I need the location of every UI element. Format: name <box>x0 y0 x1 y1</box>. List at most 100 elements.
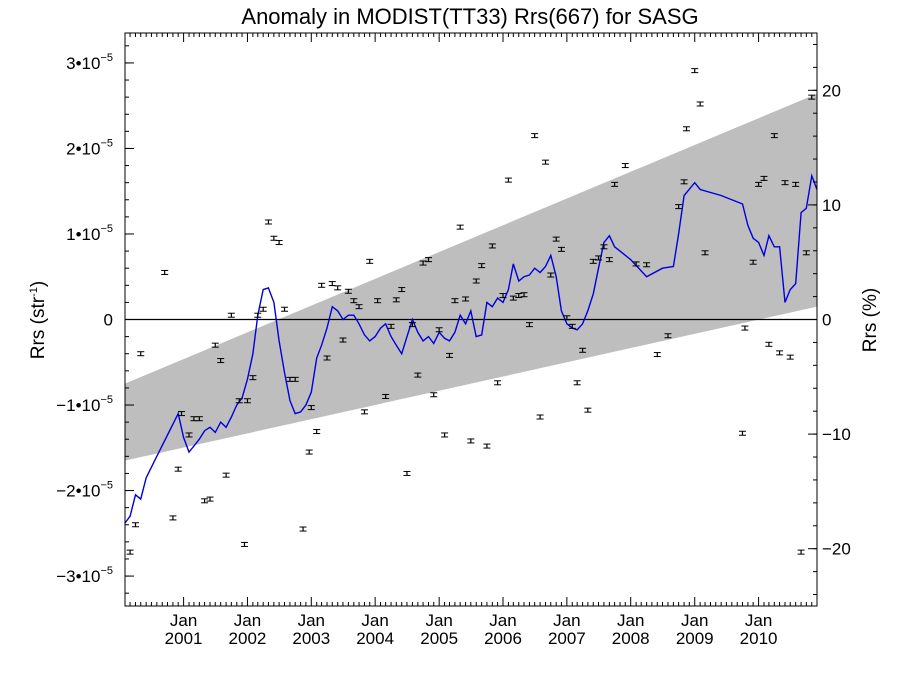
y-axis-left-label: Rrs (str-1) <box>28 281 49 359</box>
data-point <box>169 515 177 521</box>
data-point <box>366 258 374 264</box>
data-point <box>211 342 219 348</box>
y-tick-label: 2•10−5 <box>66 137 113 158</box>
data-point <box>403 470 411 476</box>
x-tick-month: Jan <box>681 611 708 630</box>
data-point <box>760 175 768 181</box>
data-point <box>621 163 629 169</box>
data-point <box>323 355 331 361</box>
data-point <box>392 297 400 303</box>
data-point <box>755 181 763 187</box>
x-tick-year: 2007 <box>548 629 586 648</box>
data-point <box>318 282 326 288</box>
data-point <box>738 430 746 436</box>
y-tick-label: 3•10−5 <box>66 52 113 73</box>
y-tick-exponent: −5 <box>100 394 113 406</box>
y-tick-mantissa: −1•10 <box>56 396 100 415</box>
data-point <box>675 204 683 210</box>
data-point <box>696 101 704 107</box>
data-point <box>398 287 406 293</box>
y-tick-exponent: −5 <box>100 480 113 492</box>
data-point <box>131 522 139 528</box>
data-point <box>741 325 749 331</box>
data-point <box>161 269 169 275</box>
data-point <box>227 312 235 318</box>
data-point <box>520 292 528 298</box>
y-tick-exponent: −5 <box>100 137 113 149</box>
anomaly-series-line <box>124 173 818 524</box>
data-point <box>374 298 382 304</box>
x-tick-year: 2006 <box>484 629 522 648</box>
x-tick-month: Jan <box>425 611 452 630</box>
data-point <box>552 236 560 242</box>
data-point <box>424 257 432 263</box>
data-point <box>217 358 225 364</box>
data-point <box>781 180 789 186</box>
data-point <box>488 243 496 249</box>
data-point <box>467 438 475 444</box>
data-point <box>483 443 491 449</box>
data-point <box>563 315 571 321</box>
y-tick-exponent: −5 <box>100 223 113 235</box>
data-point <box>557 246 565 252</box>
y2-tick-label: 20 <box>822 81 841 100</box>
data-point <box>299 526 307 532</box>
data-point <box>568 323 576 329</box>
x-tick-month: Jan <box>489 611 516 630</box>
y-tick-exponent: −5 <box>100 565 113 577</box>
anomaly-line-layer <box>124 173 818 524</box>
data-point <box>360 409 368 415</box>
y-tick-label: −3•10−5 <box>56 565 113 586</box>
data-point <box>408 322 416 328</box>
data-point <box>680 179 688 185</box>
data-point <box>600 244 608 250</box>
data-point <box>270 235 278 241</box>
data-point <box>595 255 603 261</box>
chart-title: Anomaly in MODIST(TT33) Rrs(667) for SAS… <box>241 4 698 29</box>
data-point <box>178 411 186 417</box>
data-point <box>605 257 613 263</box>
y-axis-left-ticks: 3•10−52•10−51•10−50−1•10−5−2•10−5−3•10−5 <box>56 45 134 594</box>
data-point <box>313 429 321 435</box>
data-point <box>462 296 470 302</box>
data-point <box>249 375 257 381</box>
data-point <box>235 398 243 404</box>
x-tick-month: Jan <box>553 611 580 630</box>
data-point <box>542 159 550 165</box>
data-point <box>445 352 453 358</box>
data-point <box>419 260 427 266</box>
data-point <box>664 333 672 339</box>
x-axis-ticks: Jan2001Jan2002Jan2003Jan2004Jan2005Jan20… <box>124 33 818 648</box>
data-point <box>643 262 651 268</box>
y-tick-mantissa: −2•10 <box>56 482 100 501</box>
x-tick-month: Jan <box>234 611 261 630</box>
data-point <box>387 323 395 329</box>
data-point <box>355 304 363 310</box>
data-point <box>683 126 691 132</box>
data-point <box>414 372 422 378</box>
data-point <box>525 322 533 328</box>
data-point <box>573 380 581 386</box>
x-tick-year: 2004 <box>356 629 394 648</box>
data-point <box>328 281 336 287</box>
data-point <box>776 350 784 356</box>
data-point <box>195 416 203 422</box>
confidence-band <box>125 93 817 461</box>
x-tick-month: Jan <box>298 611 325 630</box>
x-tick-year: 2009 <box>676 629 714 648</box>
data-points-layer <box>126 68 816 555</box>
y-axis-right-ticks: 20 10 0 −10 −20 <box>808 43 851 596</box>
y-tick-label: −1•10−5 <box>56 394 113 415</box>
data-point <box>137 351 145 357</box>
data-point <box>770 133 778 139</box>
y-tick-label: 1•10−5 <box>66 223 113 244</box>
data-point <box>765 341 773 347</box>
data-point <box>611 181 619 187</box>
y2-tick-label: 0 <box>822 311 831 330</box>
data-point <box>126 549 134 555</box>
y-tick-mantissa: −3•10 <box>56 567 100 586</box>
data-point <box>456 224 464 230</box>
x-tick-year: 2005 <box>420 629 458 648</box>
data-point <box>243 398 251 404</box>
